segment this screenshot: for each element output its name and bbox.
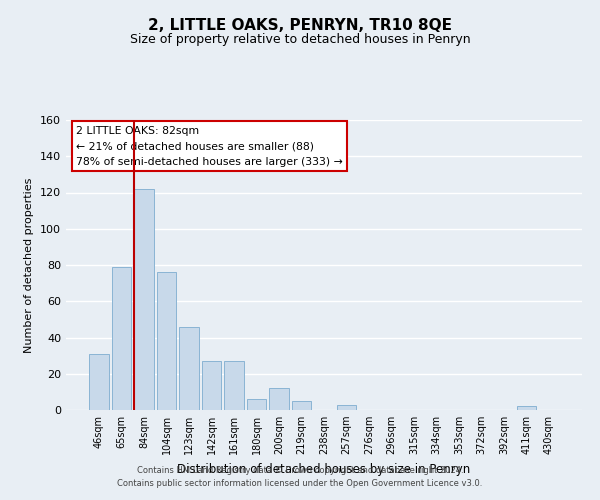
Bar xyxy=(157,272,176,410)
Bar xyxy=(292,401,311,410)
Y-axis label: Number of detached properties: Number of detached properties xyxy=(25,178,34,352)
Text: 2 LITTLE OAKS: 82sqm
← 21% of detached houses are smaller (88)
78% of semi-detac: 2 LITTLE OAKS: 82sqm ← 21% of detached h… xyxy=(76,126,343,167)
Bar xyxy=(247,399,266,410)
Bar xyxy=(269,388,289,410)
Bar xyxy=(179,326,199,410)
Bar xyxy=(224,361,244,410)
Bar xyxy=(89,354,109,410)
Text: Contains HM Land Registry data © Crown copyright and database right 2024.
Contai: Contains HM Land Registry data © Crown c… xyxy=(118,466,482,487)
Bar xyxy=(517,406,536,410)
Bar xyxy=(202,361,221,410)
X-axis label: Distribution of detached houses by size in Penryn: Distribution of detached houses by size … xyxy=(178,462,470,475)
Bar xyxy=(112,267,131,410)
Text: 2, LITTLE OAKS, PENRYN, TR10 8QE: 2, LITTLE OAKS, PENRYN, TR10 8QE xyxy=(148,18,452,32)
Bar xyxy=(337,404,356,410)
Bar xyxy=(134,189,154,410)
Text: Size of property relative to detached houses in Penryn: Size of property relative to detached ho… xyxy=(130,32,470,46)
